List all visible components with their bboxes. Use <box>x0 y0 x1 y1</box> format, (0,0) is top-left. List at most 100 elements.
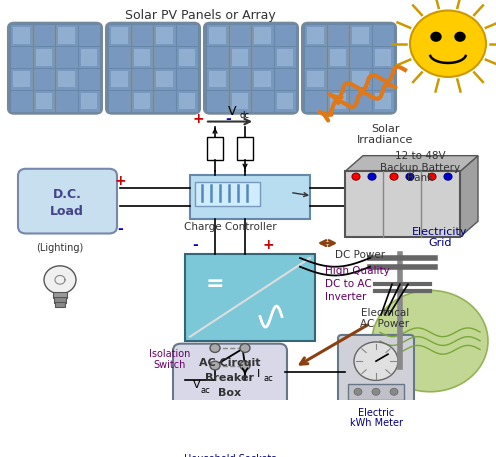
Bar <box>372 47 393 67</box>
Bar <box>154 69 175 89</box>
Text: Electric: Electric <box>358 408 394 418</box>
Bar <box>131 47 152 67</box>
Bar <box>56 47 76 67</box>
Circle shape <box>215 425 245 451</box>
Bar <box>350 69 371 89</box>
Bar <box>276 49 293 66</box>
Text: Grid: Grid <box>428 238 452 248</box>
Text: +: + <box>192 112 204 126</box>
Bar <box>54 298 66 303</box>
Text: Isolation: Isolation <box>149 349 190 359</box>
Bar <box>154 47 175 67</box>
Bar <box>78 47 99 67</box>
Text: 12 to 48V: 12 to 48V <box>395 151 445 161</box>
FancyBboxPatch shape <box>106 23 200 114</box>
Bar <box>307 71 323 87</box>
Bar <box>345 171 460 237</box>
Circle shape <box>406 173 414 180</box>
Text: +: + <box>262 238 274 252</box>
Circle shape <box>455 32 465 41</box>
Bar <box>154 91 175 111</box>
Bar <box>230 91 250 111</box>
Bar <box>327 25 348 46</box>
Text: -: - <box>192 238 198 252</box>
Bar <box>232 93 248 109</box>
Bar <box>131 25 152 46</box>
Circle shape <box>240 361 250 370</box>
Bar <box>350 25 371 46</box>
Bar <box>274 91 295 111</box>
FancyBboxPatch shape <box>18 169 117 234</box>
FancyBboxPatch shape <box>338 335 414 404</box>
Bar <box>111 27 127 44</box>
Bar <box>13 27 29 44</box>
Bar <box>34 91 54 111</box>
Bar <box>252 91 272 111</box>
Text: Charge Controller: Charge Controller <box>184 223 276 232</box>
Circle shape <box>354 388 362 395</box>
Text: ac: ac <box>200 386 210 394</box>
Bar <box>177 25 197 46</box>
Bar <box>274 69 295 89</box>
Bar <box>78 25 99 46</box>
Bar <box>131 91 152 111</box>
Text: AC Power: AC Power <box>361 319 410 329</box>
Bar <box>80 93 97 109</box>
Bar <box>58 27 74 44</box>
Bar <box>177 47 197 67</box>
Text: =: = <box>206 274 224 294</box>
Bar <box>11 25 32 46</box>
Bar <box>305 25 325 46</box>
Bar <box>11 69 32 89</box>
Circle shape <box>250 425 280 451</box>
Circle shape <box>372 290 488 392</box>
Bar <box>11 91 32 111</box>
Text: ac: ac <box>264 374 274 383</box>
Bar <box>254 27 270 44</box>
Bar <box>34 47 54 67</box>
Bar <box>13 71 29 87</box>
Bar <box>305 47 325 67</box>
Bar <box>348 384 404 399</box>
Bar <box>207 47 228 67</box>
Bar <box>55 302 65 307</box>
Text: Solar: Solar <box>371 124 399 134</box>
Bar <box>195 182 260 207</box>
Bar <box>109 47 129 67</box>
Bar <box>56 69 76 89</box>
Text: Breaker: Breaker <box>205 373 254 383</box>
Bar <box>374 93 391 109</box>
Bar <box>56 25 76 46</box>
Bar <box>237 137 253 160</box>
FancyBboxPatch shape <box>173 344 287 417</box>
Bar <box>80 49 97 66</box>
Bar <box>154 25 175 46</box>
Bar <box>350 91 371 111</box>
Text: V: V <box>228 106 237 118</box>
Text: DC Power: DC Power <box>335 250 385 260</box>
Circle shape <box>227 442 233 448</box>
Bar <box>327 91 348 111</box>
Text: V: V <box>193 380 201 390</box>
Bar <box>34 25 54 46</box>
Text: Switch: Switch <box>154 360 186 370</box>
Bar <box>350 47 371 67</box>
Bar <box>56 91 76 111</box>
Bar <box>109 91 129 111</box>
Bar <box>199 432 204 441</box>
Text: Box: Box <box>218 388 242 398</box>
Bar <box>36 49 52 66</box>
Bar <box>185 254 315 341</box>
Circle shape <box>354 342 398 380</box>
Text: -: - <box>225 112 231 126</box>
Bar <box>307 27 323 44</box>
Text: Electricity: Electricity <box>412 227 468 237</box>
Text: Backup Battery: Backup Battery <box>380 163 460 173</box>
Text: Electrical: Electrical <box>361 308 409 318</box>
Bar <box>36 93 52 109</box>
Circle shape <box>444 173 452 180</box>
Bar <box>58 71 74 87</box>
Bar <box>78 91 99 111</box>
Text: AC Circuit: AC Circuit <box>199 358 261 368</box>
Bar <box>190 175 310 218</box>
